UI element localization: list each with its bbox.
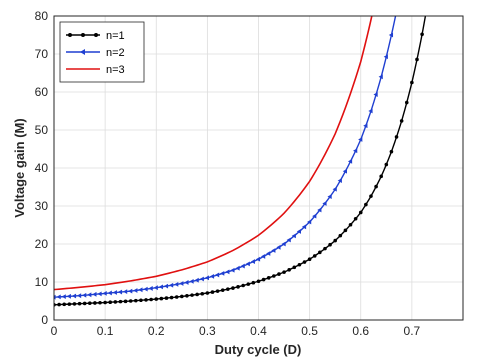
- data-point: [344, 229, 348, 233]
- data-point: [93, 301, 97, 305]
- data-point: [287, 268, 291, 272]
- data-point: [144, 298, 148, 302]
- data-point: [420, 32, 424, 36]
- data-point: [206, 291, 210, 295]
- legend: n=1 n=2 n=3: [60, 22, 144, 82]
- legend-label: n=3: [106, 64, 125, 76]
- data-point: [139, 298, 143, 302]
- legend-marker: [68, 33, 72, 37]
- data-point: [349, 223, 353, 227]
- data-point: [103, 301, 107, 305]
- y-axis-label: Voltage gain (M): [12, 118, 27, 217]
- data-point: [292, 266, 296, 270]
- data-point: [313, 254, 317, 258]
- data-point: [211, 290, 215, 294]
- y-tick-label: 70: [35, 47, 49, 61]
- x-tick-label: 0.2: [148, 324, 165, 338]
- data-point: [236, 285, 240, 289]
- data-point: [415, 58, 419, 62]
- x-tick-label: 0.5: [301, 324, 318, 338]
- data-point: [160, 297, 164, 301]
- legend-label: n=2: [106, 47, 125, 59]
- data-point: [88, 301, 92, 305]
- data-point: [410, 81, 414, 85]
- x-axis-label: Duty cycle (D): [215, 342, 302, 357]
- data-point: [318, 251, 322, 255]
- data-point: [62, 303, 66, 307]
- data-point: [308, 257, 312, 261]
- data-point: [374, 185, 378, 189]
- data-point: [73, 302, 77, 306]
- data-point: [369, 194, 373, 198]
- data-point: [395, 135, 399, 139]
- y-tick-label: 40: [35, 161, 49, 175]
- data-point: [108, 300, 112, 304]
- x-tick-label: 0.4: [250, 324, 267, 338]
- data-point: [354, 217, 358, 221]
- data-point: [119, 300, 123, 304]
- legend-label: n=1: [106, 30, 125, 42]
- data-point: [252, 281, 256, 285]
- data-point: [190, 293, 194, 297]
- y-tick-label: 30: [35, 199, 49, 213]
- data-point: [272, 274, 276, 278]
- data-point: [114, 300, 118, 304]
- data-point: [170, 296, 174, 300]
- data-point: [282, 270, 286, 274]
- data-point: [328, 243, 332, 247]
- data-point: [339, 234, 343, 238]
- y-tick-label: 10: [35, 275, 49, 289]
- data-point: [262, 278, 266, 282]
- data-point: [400, 119, 404, 123]
- data-point: [364, 203, 368, 207]
- data-point: [78, 302, 82, 306]
- x-tick-label: 0.7: [404, 324, 421, 338]
- data-point: [185, 294, 189, 298]
- data-point: [57, 303, 61, 307]
- data-point: [83, 302, 87, 306]
- data-point: [180, 295, 184, 299]
- data-point: [221, 288, 225, 292]
- x-tick-label: 0.6: [352, 324, 369, 338]
- data-point: [231, 286, 235, 290]
- data-point: [277, 272, 281, 276]
- y-tick-label: 0: [41, 313, 48, 327]
- data-point: [298, 263, 302, 267]
- legend-marker: [94, 33, 98, 37]
- data-point: [216, 289, 220, 293]
- y-tick-label: 60: [35, 85, 49, 99]
- x-tick-label: 0: [51, 324, 58, 338]
- data-point: [405, 101, 409, 105]
- y-tick-label: 80: [35, 9, 49, 23]
- y-tick-label: 20: [35, 237, 49, 251]
- data-point: [385, 163, 389, 167]
- data-point: [379, 175, 383, 179]
- data-point: [129, 299, 133, 303]
- data-point: [323, 247, 327, 251]
- data-point: [246, 282, 250, 286]
- data-point: [154, 297, 158, 301]
- data-point: [257, 279, 261, 283]
- data-point: [175, 295, 179, 299]
- data-point: [241, 284, 245, 288]
- data-point: [359, 211, 363, 215]
- data-point: [149, 298, 153, 302]
- y-tick-label: 50: [35, 123, 49, 137]
- data-point: [98, 301, 102, 305]
- legend-marker: [81, 33, 85, 37]
- x-tick-label: 0.3: [199, 324, 216, 338]
- data-point: [267, 276, 271, 280]
- data-point: [68, 302, 72, 306]
- data-point: [303, 260, 307, 264]
- data-point: [165, 296, 169, 300]
- data-point: [124, 300, 128, 304]
- data-point: [195, 293, 199, 297]
- data-point: [200, 292, 204, 296]
- data-point: [390, 150, 394, 154]
- data-point: [134, 299, 138, 303]
- data-point: [333, 239, 337, 243]
- x-tick-label: 0.1: [97, 324, 114, 338]
- data-point: [226, 287, 230, 291]
